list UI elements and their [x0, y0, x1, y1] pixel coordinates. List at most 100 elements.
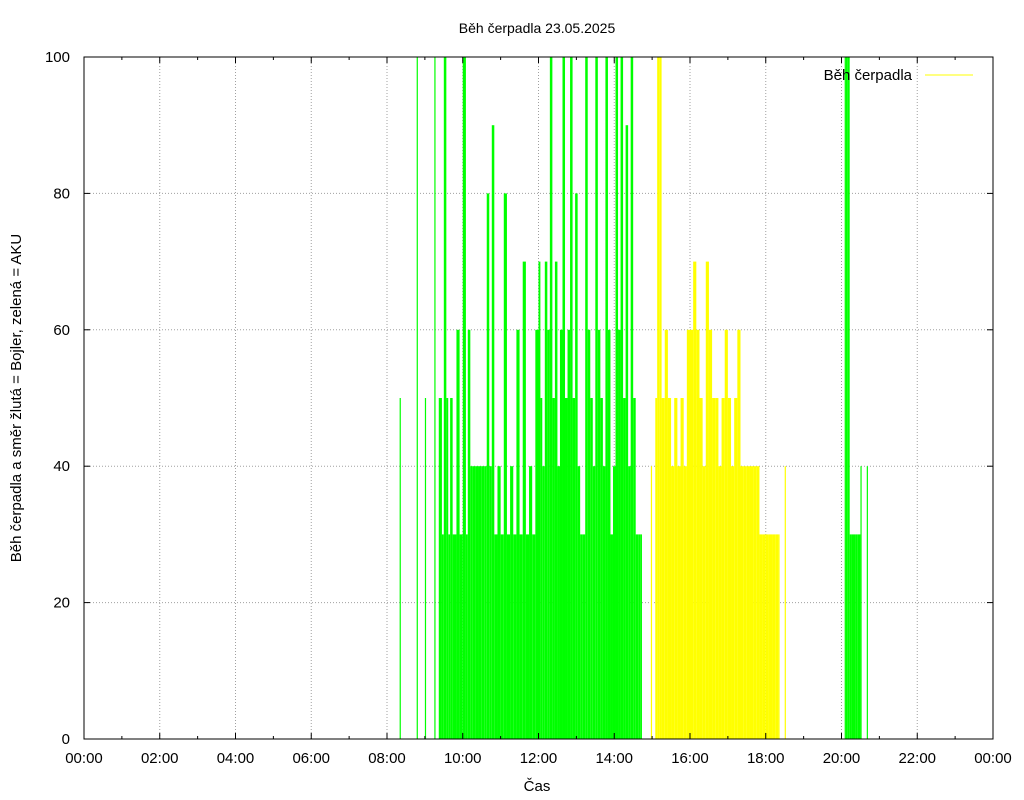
bar-aku [486, 193, 490, 739]
bar-aku [580, 534, 583, 739]
bar-bojler [657, 57, 660, 739]
bar-bojler [759, 534, 763, 739]
bar-bojler [753, 466, 757, 739]
bar-aku [510, 466, 514, 739]
bar-bojler [743, 466, 747, 739]
bar-aku [623, 398, 626, 739]
bar-aku [600, 398, 603, 739]
bar-aku [607, 329, 611, 739]
bar-aku [625, 125, 629, 739]
bar-aku [557, 466, 560, 739]
bar-bojler [661, 398, 665, 739]
bar-aku [851, 534, 854, 739]
bar-aku [559, 329, 563, 739]
bar-aku [860, 466, 862, 739]
bar-aku [618, 329, 621, 739]
bar-bojler [671, 466, 675, 739]
bar-aku [494, 534, 498, 739]
bar-aku [849, 534, 852, 739]
legend: Běh čerpadla [824, 67, 973, 84]
bar-aku [638, 534, 641, 739]
x-tick-label: 00:00 [65, 750, 103, 767]
bar-bojler [718, 466, 722, 739]
bar-aku [525, 534, 530, 739]
bar-aku [503, 193, 507, 739]
bars [399, 57, 868, 739]
bar-aku [577, 466, 581, 739]
bar-bojler [708, 329, 713, 739]
bar-bojler [727, 398, 732, 739]
bar-aku [434, 57, 436, 739]
bar-bojler [650, 466, 653, 739]
bar-aku [565, 398, 568, 739]
bar-bojler [674, 398, 678, 739]
ticks: 00:00 02:00 04:00 06:00 08:00 10:00 12:00 14:00… [45, 49, 1012, 767]
bar-aku [855, 534, 858, 739]
bar-aku [472, 466, 476, 739]
bar-aku [612, 466, 616, 739]
bar-bojler [721, 398, 725, 739]
bar-bojler [683, 466, 687, 739]
bar-aku [582, 534, 586, 739]
bar-aku [857, 534, 861, 739]
bar-aku [424, 398, 427, 739]
bar-aku [441, 534, 444, 739]
bar-aku [844, 57, 846, 739]
bar-aku [467, 329, 471, 739]
bar-aku [547, 329, 550, 739]
bar-aku [628, 466, 631, 739]
bar-aku [462, 57, 466, 739]
bar-bojler [693, 261, 697, 739]
bar-aku [535, 329, 539, 739]
bar-aku [866, 466, 868, 739]
bar-aku [478, 466, 482, 739]
bar-aku [465, 534, 468, 739]
bar-bojler [778, 534, 780, 739]
bar-aku [491, 125, 495, 739]
chart-title: Běh čerpadla 23.05.2025 [459, 20, 616, 36]
bar-bojler [756, 466, 760, 739]
bar-aku [506, 534, 511, 739]
bar-bojler [690, 329, 694, 739]
bar-aku [497, 466, 501, 739]
bar-aku [592, 466, 596, 739]
bar-aku [845, 57, 848, 739]
bar-aku [847, 57, 850, 739]
bar-bojler [715, 398, 719, 739]
x-tick-label: 20:00 [823, 750, 861, 767]
bar-aku [446, 398, 449, 739]
bar-aku [532, 534, 536, 739]
bar-bojler [677, 466, 681, 739]
bar-aku [587, 329, 591, 739]
bar-aku [456, 329, 460, 739]
bar-aku [853, 534, 856, 739]
bar-aku [620, 57, 624, 739]
bar-aku [605, 57, 608, 739]
bar-aku [475, 466, 479, 739]
bar-aku [443, 57, 447, 739]
bar-aku [452, 534, 457, 739]
bar-aku [522, 261, 526, 739]
bar-aku [513, 534, 517, 739]
bar-aku [519, 534, 523, 739]
bar-aku [399, 398, 401, 739]
bar-bojler [772, 534, 776, 739]
bar-bojler [712, 398, 716, 739]
bar-bojler [686, 329, 690, 739]
bar-aku [542, 466, 545, 739]
x-tick-label: 00:00 [974, 750, 1012, 767]
bar-aku [630, 57, 634, 739]
bar-aku [448, 534, 451, 739]
bar-aku [602, 466, 606, 739]
bar-bojler [737, 329, 741, 739]
x-tick-label: 22:00 [898, 750, 936, 767]
bar-aku [438, 398, 442, 739]
bar-aku [575, 193, 578, 739]
y-axis-label: Běh čerpadla a směr žlutá = Bojler, zele… [8, 234, 25, 563]
bar-aku [640, 534, 642, 739]
x-tick-label: 06:00 [292, 750, 330, 767]
y-tick-label: 80 [53, 185, 70, 202]
bar-bojler [680, 398, 684, 739]
bar-bojler [740, 466, 744, 739]
